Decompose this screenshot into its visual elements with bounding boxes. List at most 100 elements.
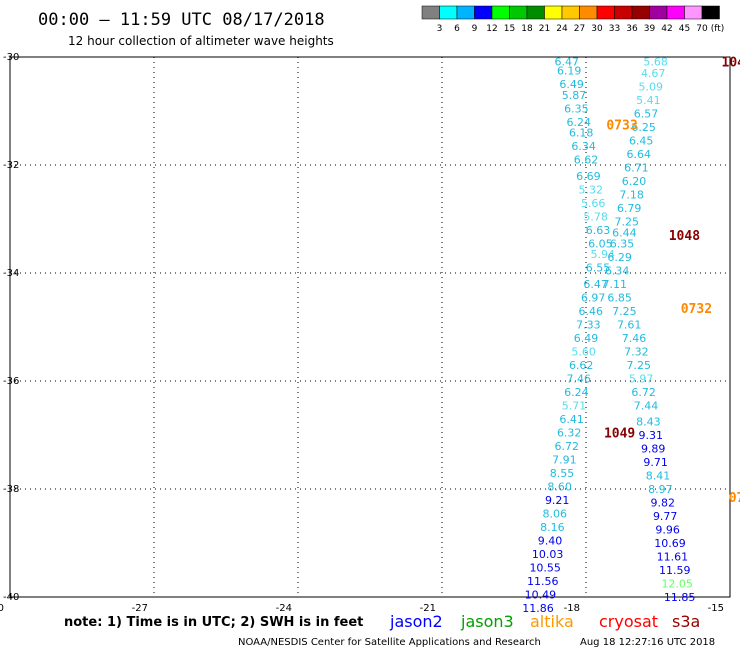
colorbar-tick-label: 15 xyxy=(504,24,515,34)
wave-height-label: 11.86 xyxy=(522,602,554,615)
colorbar-swatch xyxy=(544,5,563,20)
wave-height-label: 9.71 xyxy=(643,456,668,469)
wave-height-label: 10.55 xyxy=(529,561,561,574)
y-tick-label: -36 xyxy=(3,376,19,387)
wave-height-label: 6.19 xyxy=(557,65,582,78)
wave-height-label: 6.45 xyxy=(629,135,654,148)
wave-height-label: 6.41 xyxy=(559,413,584,426)
wave-height-label: 6.69 xyxy=(576,170,601,183)
wave-height-label: 5.97 xyxy=(629,372,654,385)
wave-height-label: 7.33 xyxy=(576,318,601,331)
y-tick-label: -30 xyxy=(3,52,19,63)
wave-height-label: 5.09 xyxy=(639,81,664,94)
colorbar-swatch xyxy=(579,5,598,20)
colorbar-swatch xyxy=(684,5,703,20)
wave-height-label: 6.49 xyxy=(574,332,599,345)
wave-height-label: 6.25 xyxy=(631,121,656,134)
x-tick-label: -15 xyxy=(708,603,724,614)
y-tick-label: -32 xyxy=(3,160,19,171)
wave-height-label: 10.49 xyxy=(525,588,557,601)
wave-height-label: 6.49 xyxy=(559,78,584,91)
wave-height-label: 9.96 xyxy=(655,524,680,537)
x-tick-label: -30 xyxy=(0,603,4,614)
wave-height-label: 6.64 xyxy=(627,148,652,161)
wave-height-label: 6.47 xyxy=(583,278,608,291)
wave-height-label: 6.62 xyxy=(569,359,594,372)
wave-height-points: 6.476.196.495.876.356.246.186.346.626.69… xyxy=(522,55,695,614)
wave-height-label: 5.41 xyxy=(636,94,661,107)
wave-height-label: 7.25 xyxy=(615,216,640,229)
colorbar-tick-label: 42 xyxy=(661,24,672,34)
wave-height-label: 9.40 xyxy=(538,534,563,547)
wave-height-label: 6.55 xyxy=(586,262,611,275)
x-tick-label: -27 xyxy=(132,603,148,614)
pass-time-label: 0731 xyxy=(729,491,740,506)
x-tick-label: -18 xyxy=(564,603,580,614)
colorbar-tick-label: 24 xyxy=(556,24,568,34)
pass-time-label: 0732 xyxy=(681,302,712,317)
satellite-name-jason2: jason2 xyxy=(389,612,443,631)
satellite-name-altika: altika xyxy=(530,612,574,631)
wave-height-label: 5.78 xyxy=(583,210,608,223)
wave-height-label: 6.35 xyxy=(610,237,635,250)
pass-time-label: 1048 xyxy=(669,229,700,244)
wave-height-label: 6.35 xyxy=(564,102,589,115)
pass-time-stamps: 1047073310480732104907310 xyxy=(604,55,740,506)
x-tick-label: -24 xyxy=(276,603,292,614)
wave-height-label: 8.06 xyxy=(543,507,568,520)
colorbar-tick-label: 70 xyxy=(696,24,708,34)
satellite-name-cryosat: cryosat xyxy=(599,612,658,631)
wave-height-label: 7.46 xyxy=(567,372,592,385)
y-tick-label: -38 xyxy=(3,484,19,495)
wave-height-label: 11.85 xyxy=(664,591,696,604)
wave-height-label: 5.68 xyxy=(643,55,668,68)
colorbar-swatch xyxy=(701,5,720,20)
colorbar-tick-label: 36 xyxy=(626,24,638,34)
axis-ticks: -30 -27 -24 -21 -18 -15 -30 -32 -34 -36 -38 -40 xyxy=(0,52,724,614)
wave-height-label: 4.67 xyxy=(641,67,666,80)
wave-height-label: 6.44 xyxy=(612,227,637,240)
wave-height-label: 8.60 xyxy=(547,480,572,493)
wave-height-label: 6.63 xyxy=(586,224,611,237)
colorbar-tick-label: 33 xyxy=(609,24,620,34)
wave-height-label: 7.61 xyxy=(617,318,642,331)
colorbar-tick-label: 12 xyxy=(486,24,497,34)
wave-height-label: 6.72 xyxy=(555,440,580,453)
colorbar-tick-label: 45 xyxy=(679,24,690,34)
footer-timestamp: Aug 18 12:27:16 UTC 2018 xyxy=(580,637,715,648)
wave-height-label: 11.61 xyxy=(657,551,689,564)
wave-height-label: 6.97 xyxy=(581,291,606,304)
colorbar-swatch xyxy=(491,5,510,20)
wave-height-label: 6.79 xyxy=(617,202,642,215)
wave-height-label: 6.57 xyxy=(634,108,659,121)
wave-height-label: 6.62 xyxy=(574,154,599,167)
wave-height-label: 7.11 xyxy=(603,278,628,291)
wave-height-label: 8.97 xyxy=(648,483,673,496)
colorbar-unit: (ft) xyxy=(711,24,725,34)
colorbar-swatch xyxy=(421,5,440,20)
colorbar-tick-label: 3 xyxy=(437,24,443,34)
wave-height-label: 6.34 xyxy=(571,140,596,153)
satellite-legend: jason2 jason3 altika cryosat s3a xyxy=(389,612,700,631)
wave-height-label: 5.66 xyxy=(581,197,606,210)
colorbar-tick-label: 6 xyxy=(454,24,460,34)
colorbar-tick-label: 18 xyxy=(521,24,533,34)
satellite-name-jason3: jason3 xyxy=(460,612,514,631)
wave-height-label: 9.77 xyxy=(653,510,678,523)
wave-height-label: 6.85 xyxy=(607,291,632,304)
colorbar-swatch xyxy=(631,5,650,20)
pass-time-label: 1049 xyxy=(604,426,635,441)
wave-height-label: 6.34 xyxy=(605,264,630,277)
wave-height-label: 7.91 xyxy=(552,453,577,466)
colorbar-swatch xyxy=(509,5,528,20)
colorbar-swatch xyxy=(474,5,493,20)
wave-height-label: 6.47 xyxy=(555,55,580,68)
plot-grid xyxy=(10,57,730,597)
colorbar-swatch xyxy=(596,5,615,20)
wave-height-label: 8.16 xyxy=(540,521,565,534)
chart-title: 00:00 – 11:59 UTC 08/17/2018 xyxy=(38,10,325,30)
wave-height-label: 7.44 xyxy=(634,399,659,412)
wave-height-label: 10.69 xyxy=(654,537,686,550)
x-tick-label: -21 xyxy=(420,603,436,614)
